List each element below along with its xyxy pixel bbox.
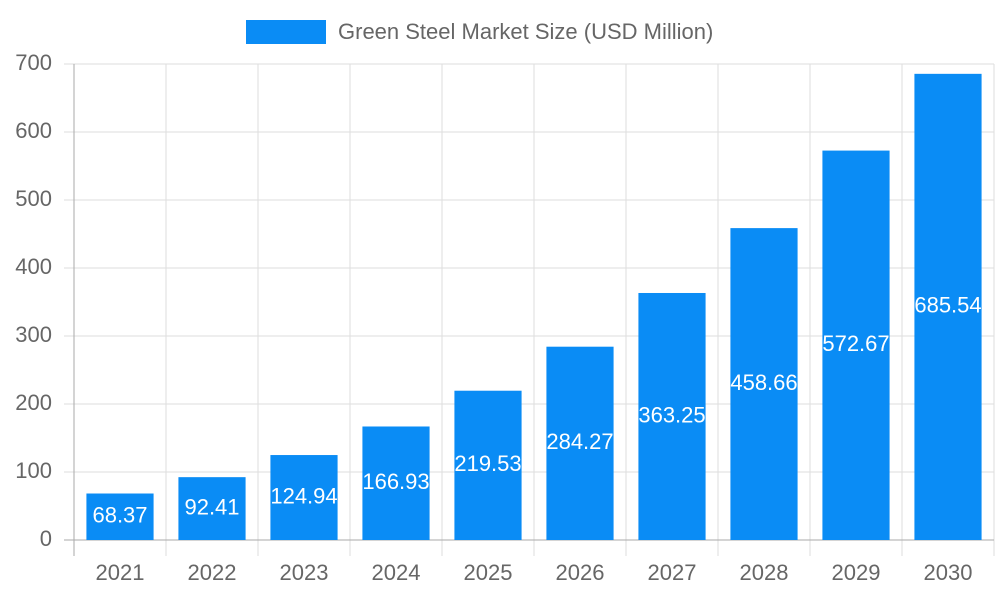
data-label: 166.93 xyxy=(362,469,429,494)
bar xyxy=(546,346,614,540)
y-tick-label: 0 xyxy=(40,526,52,551)
x-tick-label: 2025 xyxy=(464,560,513,585)
bar xyxy=(822,150,890,540)
bar xyxy=(270,455,338,540)
data-label: 572.67 xyxy=(822,331,889,356)
x-tick-label: 2026 xyxy=(556,560,605,585)
y-tick-label: 600 xyxy=(15,118,52,143)
bar xyxy=(86,493,154,540)
bar xyxy=(638,292,706,540)
y-tick-label: 400 xyxy=(15,254,52,279)
x-tick-label: 2023 xyxy=(280,560,329,585)
y-tick-label: 100 xyxy=(15,458,52,483)
bar xyxy=(178,477,246,540)
bar xyxy=(730,228,798,540)
bar xyxy=(454,390,522,540)
data-label: 363.25 xyxy=(638,402,705,427)
data-label: 124.94 xyxy=(270,483,337,508)
y-tick-label: 200 xyxy=(15,390,52,415)
x-tick-label: 2021 xyxy=(96,560,145,585)
x-tick-label: 2027 xyxy=(648,560,697,585)
data-label: 219.53 xyxy=(454,451,521,476)
legend-swatch xyxy=(246,20,326,44)
x-tick-label: 2029 xyxy=(832,560,881,585)
x-tick-label: 2030 xyxy=(924,560,973,585)
data-label: 284.27 xyxy=(546,429,613,454)
legend-label: Green Steel Market Size (USD Million) xyxy=(338,19,713,44)
y-tick-label: 500 xyxy=(15,186,52,211)
x-tick-label: 2022 xyxy=(188,560,237,585)
data-label: 458.66 xyxy=(730,370,797,395)
bar xyxy=(362,426,430,540)
data-label: 68.37 xyxy=(92,503,147,528)
data-label: 685.54 xyxy=(914,293,981,318)
x-tick-label: 2028 xyxy=(740,560,789,585)
y-tick-label: 300 xyxy=(15,322,52,347)
x-tick-label: 2024 xyxy=(372,560,421,585)
bar xyxy=(914,73,982,541)
y-tick-label: 700 xyxy=(15,50,52,75)
data-label: 92.41 xyxy=(184,494,239,519)
